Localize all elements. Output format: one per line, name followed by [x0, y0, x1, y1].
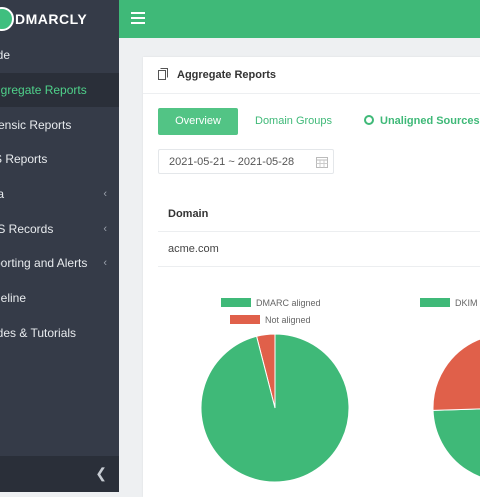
sidebar-item-label: porting and Alerts — [0, 256, 88, 271]
domain-cell: acme.com — [168, 243, 219, 255]
table-header: Domain — [158, 197, 480, 232]
pie-slice-0-0[interactable] — [200, 333, 350, 483]
sidebar-item-reporting-and-alerts[interactable]: porting and Alerts ‹ — [0, 246, 119, 281]
sidebar-item-label: IS Records — [0, 221, 54, 236]
tab-unaligned-sources[interactable]: Unaligned Sources — [364, 108, 480, 135]
sidebar-item-guides-tutorials[interactable]: ides & Tutorials — [0, 316, 119, 351]
chevron-left-icon: ❮ — [95, 465, 107, 481]
chevron-left-icon: ‹ — [103, 257, 107, 270]
legend-swatch — [230, 315, 260, 324]
sidebar-collapse-button[interactable]: ❮ — [0, 456, 119, 492]
legend-item-not-aligned[interactable]: Not aligned — [230, 315, 311, 325]
document-icon — [158, 68, 168, 80]
radio-icon — [364, 115, 374, 125]
legend-label: DKIM — [455, 298, 478, 308]
legend-label: DMARC aligned — [256, 298, 321, 308]
legend-swatch — [221, 298, 251, 307]
sidebar-item-guide[interactable]: ide — [0, 38, 119, 73]
sidebar-item-data[interactable]: ta ‹ — [0, 177, 119, 212]
pie-slice-1-1[interactable] — [432, 334, 480, 411]
date-range-picker[interactable]: 2021-05-21 ~ 2021-05-28 — [158, 149, 334, 174]
date-range-value: 2021-05-21 ~ 2021-05-28 — [169, 156, 295, 168]
legend-swatch — [420, 298, 450, 307]
card-title: Aggregate Reports — [177, 69, 277, 81]
sidebar-item-label: ggregate Reports — [0, 83, 87, 98]
hamburger-menu-icon[interactable] — [131, 12, 145, 24]
logo-icon — [0, 7, 14, 31]
report-tabs: Overview Domain Groups Unaligned Sources — [158, 108, 480, 136]
sidebar-item-label: neline — [0, 291, 27, 306]
tab-overview[interactable]: Overview — [158, 108, 238, 135]
legend-item-dkim[interactable]: DKIM — [420, 298, 478, 308]
tab-domain-groups[interactable]: Domain Groups — [255, 115, 333, 127]
sidebar: DMARCLY ide ggregate Reports rensic Report… — [0, 0, 119, 492]
top-bar — [119, 0, 480, 38]
sidebar-item-timeline[interactable]: neline — [0, 281, 119, 316]
chevron-left-icon: ‹ — [103, 188, 107, 201]
legend-label: Not aligned — [265, 315, 311, 325]
pie-charts — [200, 333, 480, 483]
sidebar-item-label: ide — [0, 48, 11, 63]
sidebar-item-aggregate-reports[interactable]: ggregate Reports — [0, 72, 119, 108]
tab-unaligned-label: Unaligned Sources — [380, 115, 480, 127]
sidebar-item-forensic-reports[interactable]: rensic Reports — [0, 107, 119, 142]
pie-slice-1-0[interactable] — [432, 356, 480, 482]
sidebar-item-tls-reports[interactable]: S Reports — [0, 142, 119, 177]
aggregate-reports-card: Aggregate Reports Overview Domain Groups… — [143, 57, 480, 497]
brand-name: DMARCLY — [15, 11, 88, 27]
chevron-left-icon: ‹ — [103, 222, 107, 235]
sidebar-item-label: rensic Reports — [0, 117, 72, 132]
card-header: Aggregate Reports — [143, 57, 480, 94]
logo[interactable]: DMARCLY — [0, 0, 119, 38]
legend-item-dmarc-aligned[interactable]: DMARC aligned — [221, 298, 321, 308]
sidebar-item-label: ides & Tutorials — [0, 325, 77, 340]
table-row[interactable]: acme.com — [158, 232, 480, 267]
sidebar-item-label: ta — [0, 187, 5, 202]
sidebar-nav: ide ggregate Reports rensic Reports S Repor… — [0, 38, 119, 350]
sidebar-item-dns-records[interactable]: IS Records ‹ — [0, 211, 119, 246]
sidebar-item-label: S Reports — [0, 152, 48, 167]
calendar-icon — [316, 157, 328, 168]
column-domain: Domain — [168, 208, 209, 220]
